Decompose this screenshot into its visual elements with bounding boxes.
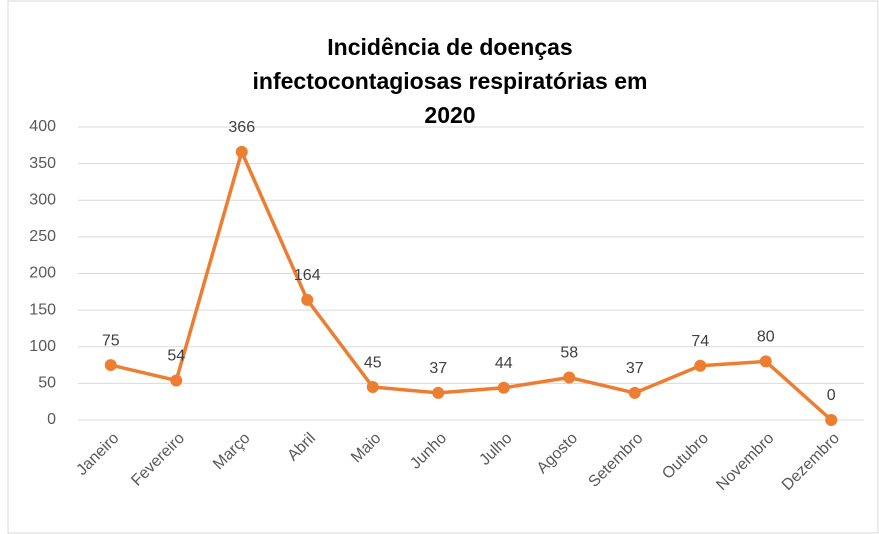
data-label: 164 <box>294 267 321 284</box>
y-tick-label: 300 <box>29 191 56 208</box>
data-label: 75 <box>102 332 120 349</box>
data-label: 58 <box>560 345 578 362</box>
x-tick-label: Junho <box>407 430 450 473</box>
x-tick-label: Janeiro <box>73 430 122 479</box>
x-tick-label: Março <box>210 430 254 474</box>
point <box>694 359 707 372</box>
point <box>301 293 314 306</box>
x-tick-label: Outubro <box>659 430 712 483</box>
chart-border <box>7 0 879 534</box>
point <box>825 414 838 426</box>
y-tick-label: 0 <box>47 411 56 428</box>
data-label: 366 <box>228 119 255 136</box>
data-label: 80 <box>757 329 775 346</box>
y-tick-label: 250 <box>29 228 56 245</box>
x-tick-label: Agosto <box>534 430 581 477</box>
data-label: 45 <box>364 354 382 371</box>
x-tick-label: Julho <box>476 430 515 469</box>
point <box>432 386 445 399</box>
data-label: 54 <box>167 348 185 365</box>
point <box>104 359 117 372</box>
data-label: 0 <box>827 387 836 404</box>
point <box>235 145 248 158</box>
x-tick-label: Novembro <box>713 430 777 494</box>
y-tick-label: 400 <box>29 118 56 135</box>
data-label: 44 <box>495 355 513 372</box>
x-tick-label: Fevereiro <box>128 430 188 490</box>
y-tick-label: 350 <box>29 155 56 172</box>
data-label: 74 <box>691 333 709 350</box>
line <box>110 150 833 422</box>
x-tick-label: Maio <box>348 430 385 467</box>
data-label: 37 <box>626 360 644 377</box>
point <box>563 371 576 384</box>
chart-title: Incidência de doenças infectocontagiosas… <box>252 34 648 128</box>
x-tick-label: Abril <box>284 430 319 465</box>
y-tick-label: 50 <box>38 375 56 392</box>
y-tick-label: 150 <box>29 301 56 318</box>
data-label: 37 <box>429 360 447 377</box>
x-tick-label: Dezembro <box>779 430 843 494</box>
point <box>628 386 641 399</box>
y-tick-label: 200 <box>29 265 56 282</box>
point <box>497 381 510 394</box>
x-tick-label: Setembro <box>585 430 646 491</box>
point <box>366 381 379 394</box>
y-tick-label: 100 <box>29 338 56 355</box>
point <box>759 355 772 368</box>
point <box>170 374 183 387</box>
